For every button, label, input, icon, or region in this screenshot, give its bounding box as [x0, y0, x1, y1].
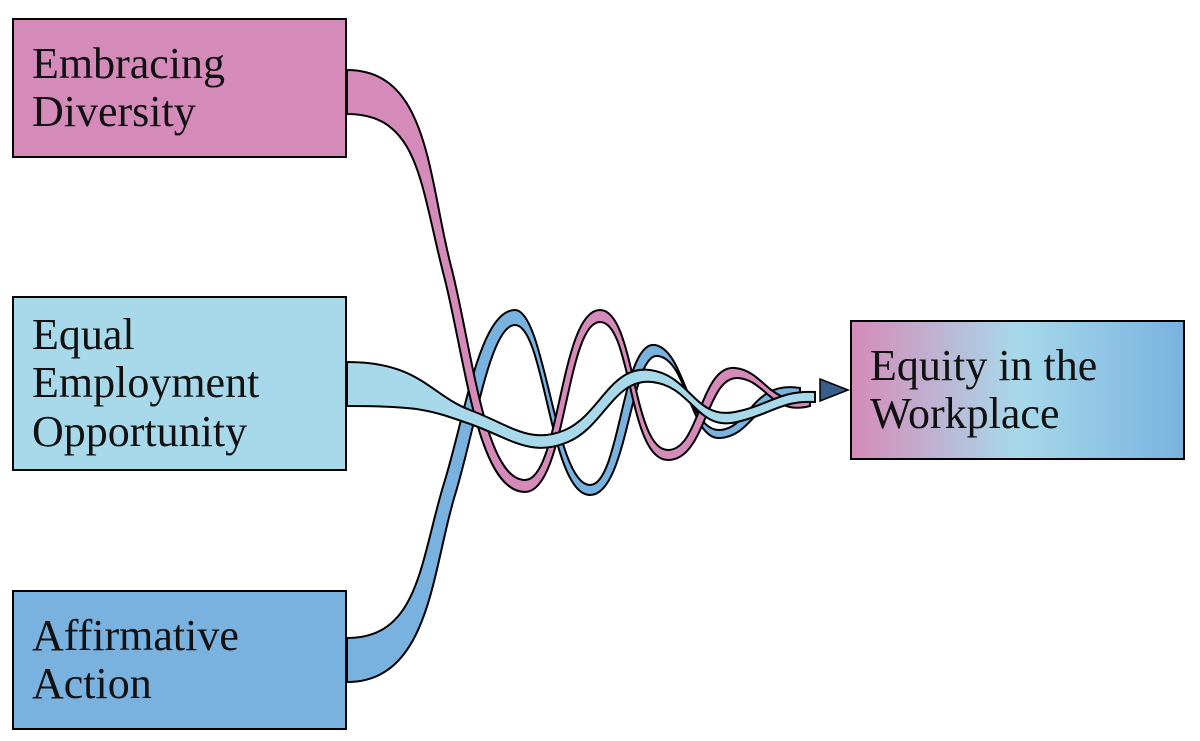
ribbon-pink	[347, 70, 810, 492]
node-equal-employment-opportunity: Equal Employment Opportunity	[12, 296, 347, 471]
ribbon-blue	[347, 310, 800, 682]
node-label: Equity in the Workplace	[870, 342, 1097, 439]
node-equity-workplace: Equity in the Workplace	[850, 320, 1185, 460]
arrow-head	[820, 379, 848, 401]
node-label: Affirmative Action	[32, 612, 239, 709]
diagram-stage: Embracing Diversity Equal Employment Opp…	[0, 0, 1200, 741]
node-embracing-diversity: Embracing Diversity	[12, 18, 347, 158]
node-label: Embracing Diversity	[32, 40, 225, 137]
ribbon-cyan	[347, 362, 815, 448]
node-affirmative-action: Affirmative Action	[12, 590, 347, 730]
node-label: Equal Employment Opportunity	[32, 311, 259, 456]
